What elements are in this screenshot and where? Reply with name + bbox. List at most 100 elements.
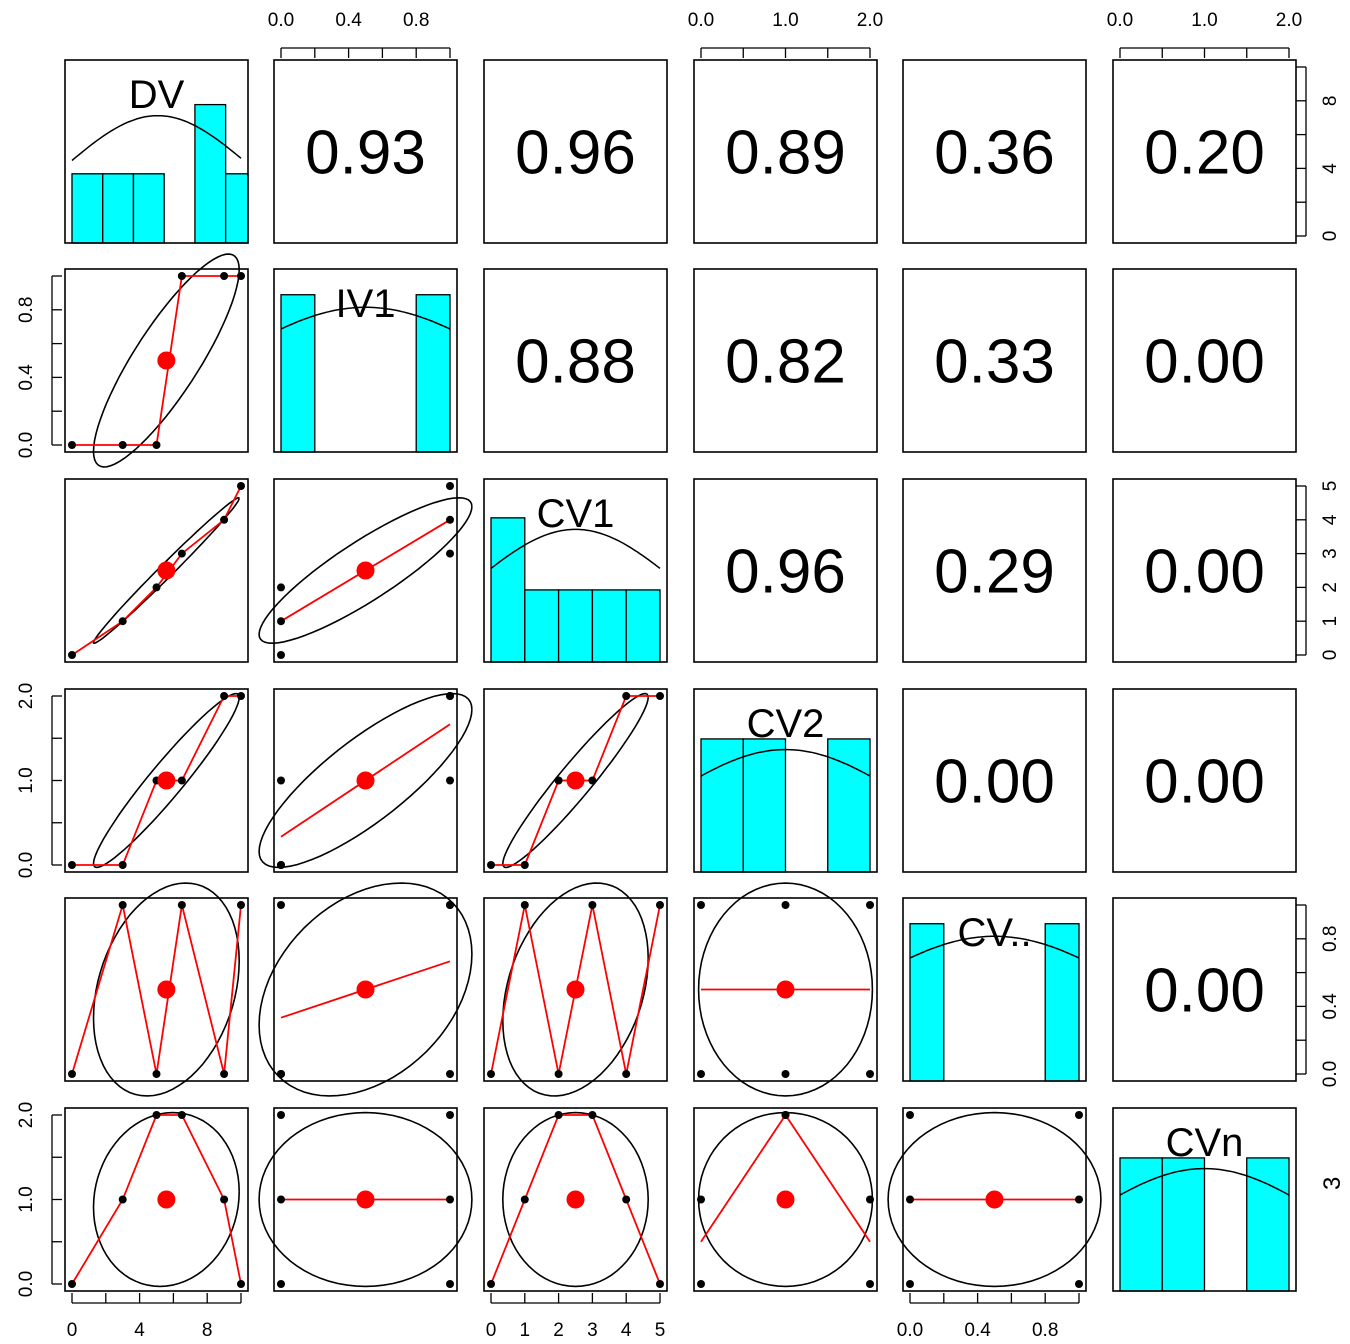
tick-label: 0.4 [16, 364, 37, 391]
histogram-bar [557, 589, 594, 663]
panel-DV-CV2: 0.89 [693, 59, 878, 244]
variable-label: CVn [1166, 1121, 1244, 1165]
data-point [487, 861, 495, 869]
correlation-value: 0.96 [725, 538, 846, 607]
panel-DV-CV..: 0.36 [902, 59, 1087, 244]
tick-label: 2.0 [857, 10, 883, 31]
panel-frame [64, 59, 249, 244]
tick-label: 1.0 [16, 1186, 37, 1212]
data-point [118, 861, 127, 869]
tick-label: 0.0 [1320, 1061, 1341, 1087]
correlation-value: 0.00 [934, 748, 1055, 817]
panel-CVn-CV.. [887, 1107, 1102, 1292]
panel-IV1-CVn: 0.00 [1112, 268, 1297, 453]
data-point [1075, 1195, 1083, 1204]
data-point [277, 776, 285, 785]
panel-frame [1112, 1107, 1297, 1292]
tick-label: 0.8 [16, 297, 37, 323]
tick-label: 0.0 [688, 10, 714, 31]
mean-point [157, 561, 176, 580]
tick-label: 0.4 [1320, 993, 1341, 1020]
data-point [68, 1070, 76, 1078]
tick-label: 0.0 [16, 432, 37, 458]
panel-frame [64, 268, 249, 453]
smooth-line [490, 1114, 661, 1285]
variable-label: DV [129, 73, 185, 117]
mean-point [566, 980, 585, 999]
data-point [237, 901, 245, 909]
data-point [697, 901, 705, 909]
correlation-ellipse [887, 1111, 1102, 1288]
histogram-bar [224, 173, 249, 244]
data-point [906, 1195, 914, 1204]
data-point [446, 776, 454, 785]
panel-CV2-CV..: 0.00 [902, 688, 1087, 873]
variable-label: CV.. [957, 911, 1031, 955]
data-point [118, 617, 127, 626]
tick-label: 4 [621, 1320, 632, 1341]
panel-frame [483, 1107, 668, 1292]
panel-frame [273, 268, 458, 453]
tick-label: 1 [520, 1320, 531, 1341]
tick-label: 0.8 [1032, 1320, 1058, 1341]
correlation-ellipse [258, 1111, 473, 1288]
data-point [177, 1111, 186, 1119]
panel-frame [902, 897, 1087, 1082]
panel-CVn-CV2 [693, 1107, 878, 1292]
data-point [446, 1070, 454, 1078]
panel-CV..-IV1 [258, 882, 473, 1097]
data-point [277, 617, 285, 626]
data-point [277, 901, 285, 909]
panel-DV-IV1: 0.93 [273, 59, 458, 244]
tick-label: 8 [202, 1320, 213, 1341]
histogram-bar [102, 173, 135, 244]
panel-CV2-CV2: CV2 [693, 688, 878, 873]
panel-frame [902, 1107, 1087, 1292]
correlation-ellipse [92, 882, 240, 1097]
tick-label: 0 [486, 1320, 497, 1341]
panel-frame [1112, 688, 1297, 873]
data-point [1075, 1280, 1083, 1288]
panel-CV1-CV1: CV1 [483, 478, 668, 663]
data-point [277, 1111, 285, 1119]
correlation-value: 0.29 [934, 538, 1055, 607]
tick-label: 0 [67, 1320, 78, 1341]
correlation-value: 0.89 [725, 119, 846, 188]
data-point [68, 651, 76, 659]
panel-CVn-IV1 [258, 1107, 473, 1292]
tick-label: 0.0 [16, 852, 37, 878]
panel-IV1-CV..: 0.33 [902, 268, 1087, 453]
tick-label: 0.0 [268, 10, 294, 31]
data-point [446, 515, 454, 524]
tick-label: 1 [1320, 616, 1341, 627]
tick-label: 0.8 [1320, 926, 1341, 952]
data-point [118, 901, 127, 909]
panel-frame [483, 59, 668, 244]
correlation-ellipse [92, 496, 240, 645]
panel-CV2-CV1 [483, 688, 668, 873]
correlation-value: 0.00 [1144, 538, 1265, 607]
panel-frame [483, 688, 668, 873]
data-point [656, 1280, 664, 1288]
data-point [220, 1070, 229, 1078]
data-point [220, 515, 229, 524]
mean-point [356, 561, 375, 580]
data-point [277, 1070, 285, 1078]
panel-CV2-CVn: 0.00 [1112, 688, 1297, 873]
panel-CV1-CV..: 0.29 [902, 478, 1087, 663]
data-point [277, 651, 285, 659]
correlation-ellipse [501, 882, 649, 1097]
data-point [277, 1280, 285, 1288]
data-point [277, 1195, 285, 1204]
mean-point [157, 351, 176, 370]
data-point [446, 482, 454, 490]
panel-CV..-CVn: 0.00 [1112, 897, 1297, 1082]
data-point [152, 1111, 161, 1119]
correlation-value: 0.33 [934, 328, 1055, 397]
mean-point [356, 980, 375, 999]
data-point [866, 1280, 874, 1288]
smooth-line [72, 275, 241, 446]
tick-label: 3 [1320, 548, 1341, 559]
panel-frame [902, 59, 1087, 244]
tick-label: 5 [1320, 481, 1341, 492]
